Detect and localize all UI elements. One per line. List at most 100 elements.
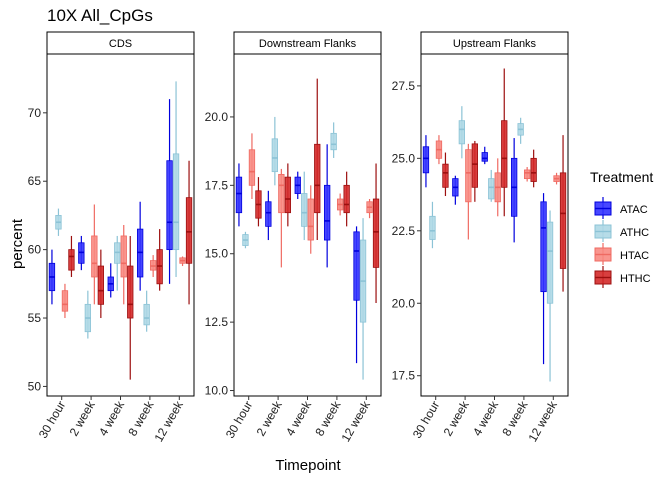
x-tick-label: 12 week — [338, 398, 373, 445]
x-tick-label: 12 week — [151, 398, 186, 445]
y-tick-label: 50 — [28, 379, 42, 393]
box-ATHC-2-week — [84, 290, 91, 339]
y-tick-label: 60 — [28, 243, 42, 257]
box-ATAC-8-week — [323, 144, 331, 268]
x-tick-label: 2 week — [67, 398, 99, 439]
x-tick-label: 12 week — [525, 398, 560, 445]
x-tick-label: 30 hour — [410, 399, 442, 441]
box-HTAC-12-week — [179, 256, 186, 267]
legend-key-athc: ATHC — [594, 220, 649, 242]
box-ATHC-12-week — [172, 81, 180, 277]
box-body — [301, 193, 308, 227]
box-HTAC-12-week — [366, 199, 373, 219]
box-ATAC-2-week — [265, 190, 272, 241]
box-HTAC-2-week — [278, 168, 285, 268]
box-body — [68, 249, 75, 271]
box-body — [559, 172, 567, 269]
box-ATAC-8-week — [510, 138, 518, 243]
box-body — [166, 160, 173, 251]
x-axis-title: Timepoint — [275, 457, 341, 474]
box-HTHC-30-hour — [442, 152, 449, 197]
box-ATAC-30-hour — [235, 163, 243, 227]
box-body — [330, 132, 337, 151]
box-body — [307, 198, 314, 241]
box-body — [481, 152, 488, 162]
facet-panel-2: Upstream Flanks 17.5 20.0 22.5 25.0 27.5 30 ho… — [392, 31, 569, 445]
y-tick-label: 20.0 — [392, 296, 416, 310]
box-ATAC-4-week — [481, 146, 488, 165]
facet-strip-label: Downstream Flanks — [259, 38, 357, 50]
box-ATAC-4-week — [294, 171, 301, 200]
box-HTAC-2-week — [465, 143, 472, 240]
box-HTAC-30-hour — [435, 135, 443, 165]
box-ATHC-4-week — [301, 171, 308, 241]
box-body — [127, 265, 134, 319]
box-body — [91, 235, 98, 278]
box-body — [185, 197, 193, 264]
box-body — [465, 149, 472, 203]
box-ATHC-8-week — [330, 122, 337, 158]
box-HTAC-8-week — [149, 255, 157, 277]
box-HTAC-2-week — [91, 204, 98, 305]
box-ATHC-8-week — [143, 290, 150, 332]
box-ATHC-2-week — [271, 116, 279, 186]
x-tick-label: 30 hour — [223, 399, 255, 441]
box-body — [458, 120, 466, 145]
box-HTAC-8-week — [524, 167, 531, 182]
legend-key-hthc: HTHC — [594, 266, 651, 288]
legend-key-label: HTAC — [620, 250, 649, 262]
legend-key-label: HTHC — [620, 273, 651, 285]
box-body — [530, 157, 537, 182]
box-body — [120, 235, 127, 278]
box-body — [235, 176, 243, 214]
y-tick-label: 17.5 — [205, 178, 229, 192]
box-body — [429, 215, 436, 240]
y-tick-label: 70 — [28, 106, 42, 120]
box-HTHC-30-hour — [68, 235, 75, 277]
box-body — [524, 169, 531, 180]
box-HTAC-12-week — [553, 172, 560, 185]
x-tick-label: 8 week — [312, 398, 344, 439]
legend-key-atac: ATAC — [594, 197, 648, 219]
box-body — [265, 201, 272, 227]
box-ATAC-2-week — [452, 175, 459, 205]
facet-panel-1: Downstream Flanks 10.0 12.5 15.0 17.5 20.0 30 … — [205, 31, 382, 445]
y-tick-label: 12.5 — [205, 315, 229, 329]
x-tick-label: 30 hour — [36, 399, 68, 441]
x-tick-label: 4 week — [283, 398, 315, 439]
box-body — [172, 153, 180, 251]
box-body — [488, 178, 495, 200]
box-body — [143, 303, 150, 326]
box-HTHC-8-week — [343, 171, 350, 227]
box-HTHC-8-week — [530, 149, 537, 188]
box-HTAC-30-hour — [248, 133, 256, 200]
box-body — [442, 163, 449, 188]
box-body — [314, 143, 321, 214]
box-HTAC-30-hour — [61, 283, 69, 319]
box-body — [372, 198, 380, 268]
box-ATHC-12-week — [546, 210, 554, 382]
box-ATAC-12-week — [540, 193, 547, 365]
y-tick-label: 27.5 — [392, 79, 416, 93]
x-tick-label: 8 week — [125, 398, 157, 439]
box-HTHC-4-week — [314, 78, 321, 241]
box-HTHC-12-week — [185, 160, 193, 305]
box-body — [248, 149, 256, 186]
box-body — [97, 265, 104, 305]
box-ATAC-2-week — [78, 235, 85, 271]
box-HTHC-4-week — [501, 68, 508, 217]
legend-key-label: ATHC — [620, 227, 649, 239]
box-ATHC-30-hour — [242, 231, 249, 249]
box-body — [353, 231, 360, 301]
box-ATAC-30-hour — [422, 135, 430, 188]
box-body — [343, 184, 350, 214]
facet-strip-label: Upstream Flanks — [453, 38, 537, 50]
box-ATHC-30-hour — [429, 201, 436, 249]
panel-border — [233, 53, 382, 397]
y-tick-label: 17.5 — [392, 369, 416, 383]
box-body — [278, 173, 285, 214]
x-tick-label: 8 week — [499, 398, 531, 439]
y-tick-label: 25.0 — [392, 151, 416, 165]
